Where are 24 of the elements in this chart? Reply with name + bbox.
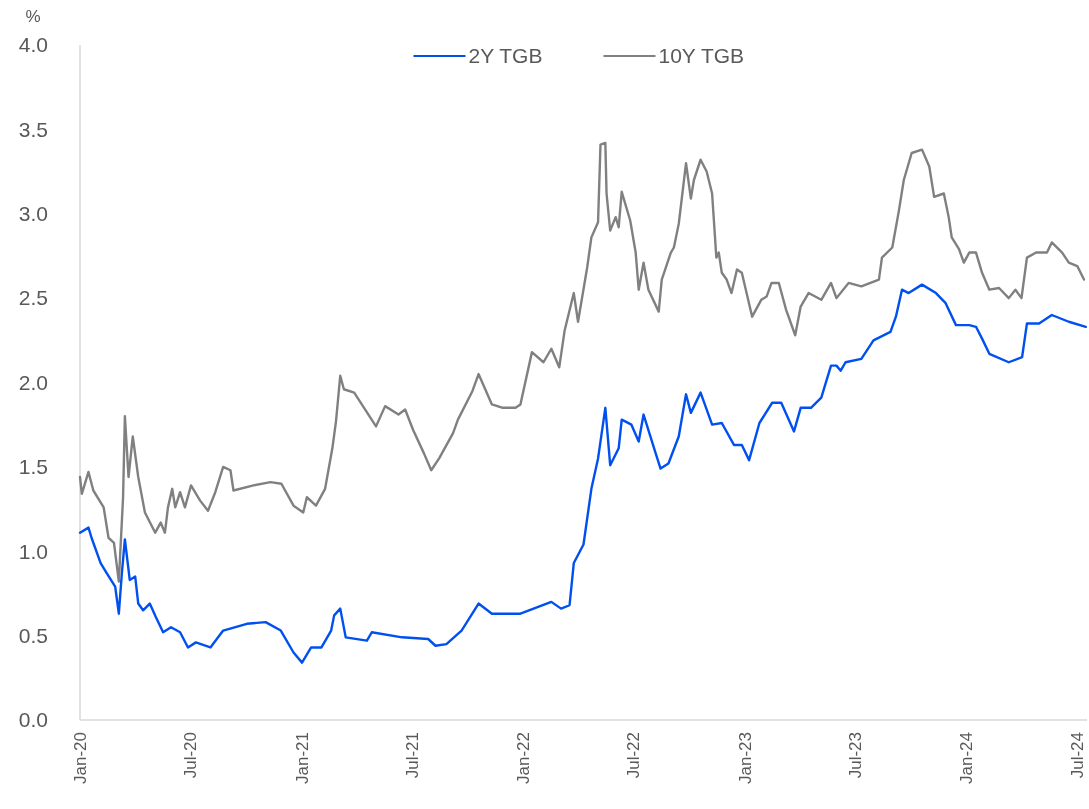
line-series [78, 141, 1086, 583]
x-tick-label: Jul-23 [845, 732, 865, 779]
y-tick-label: 1.0 [18, 539, 48, 563]
legend-label: 10Y TGB [658, 44, 745, 68]
x-tick-label: Jan-23 [735, 732, 755, 784]
y-tick-label: 3.5 [18, 117, 48, 141]
legend-label: 2Y TGB [468, 44, 543, 68]
x-tick-label: Jan-24 [957, 732, 977, 784]
y-tick-label: 0.5 [18, 623, 48, 647]
y-tick-label: 3.0 [18, 202, 48, 226]
y-axis-title: % [25, 7, 41, 26]
line-series [78, 283, 1087, 664]
x-tick-label: Jul-22 [624, 732, 644, 779]
x-tick-label: Jan-22 [514, 732, 534, 784]
y-tick-label: 1.5 [18, 455, 48, 479]
x-tick-label: Jan-20 [70, 732, 90, 784]
y-tick-label: 0.0 [18, 708, 48, 732]
x-tick-label: Jul-24 [1067, 732, 1087, 779]
x-tick-label: Jan-21 [292, 732, 312, 784]
y-tick-label: 2.5 [18, 286, 48, 310]
x-tick-label: Jul-21 [402, 732, 422, 779]
x-tick-label: Jul-20 [181, 732, 201, 779]
y-tick-label: 4.0 [18, 33, 48, 57]
y-tick-label: 2.0 [18, 370, 48, 394]
